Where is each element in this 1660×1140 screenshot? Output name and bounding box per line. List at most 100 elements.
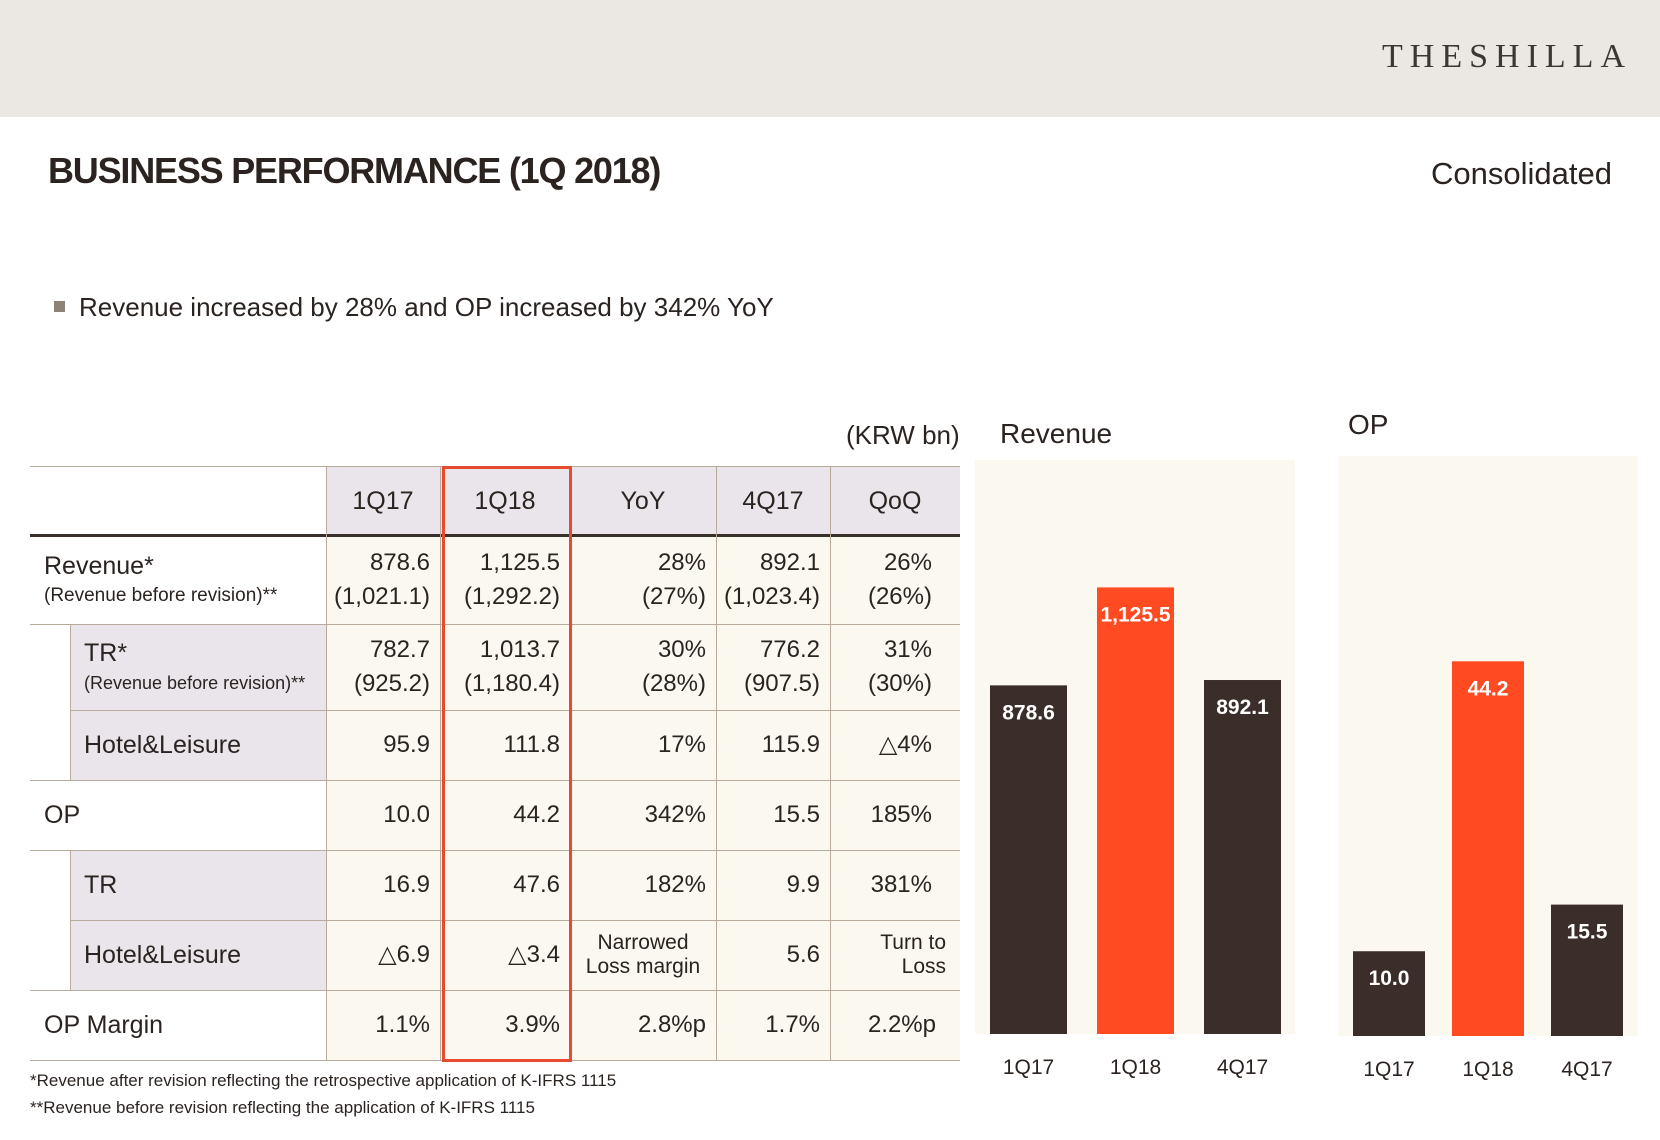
bullet-square-icon <box>54 300 65 312</box>
x-tick-label: 4Q17 <box>1561 1058 1612 1081</box>
revenue-chart-title: Revenue <box>1000 418 1113 449</box>
x-tick-label: 1Q18 <box>1110 1056 1161 1079</box>
cell-hl-qoq: △4% <box>830 710 960 780</box>
page-title: BUSINESS PERFORMANCE (1Q 2018) <box>48 150 661 191</box>
cell-value: 31% <box>883 636 932 663</box>
cell-margin-1q18: 3.9% <box>440 990 570 1060</box>
row-sublabel-text: (Revenue before revision)** <box>44 585 278 606</box>
header-blank-cell <box>30 466 326 536</box>
cell-value: 782.7 <box>369 636 430 663</box>
cell-value: 776.2 <box>759 636 820 663</box>
cell-value: 26% <box>883 549 932 576</box>
row-label-op-margin: OP Margin <box>30 990 326 1060</box>
cell-value-line1: Turn to <box>880 931 946 954</box>
cell-tr-op-qoq: 381% <box>830 850 960 920</box>
row-label-hotel-leisure-op: Hotel&Leisure <box>70 920 326 990</box>
cell-value: 28% <box>657 549 706 576</box>
brand-logo: THESHILLA <box>1382 38 1632 75</box>
cell-subvalue: (28%) <box>641 670 706 697</box>
cell-subvalue: (907.5) <box>743 670 820 697</box>
cell-revenue-4q17: 892.1 (1,023.4) <box>716 536 830 624</box>
row-label-text: Hotel&Leisure <box>84 941 242 969</box>
row-rule <box>70 920 960 921</box>
bar-1q17 <box>1353 951 1425 1036</box>
cell-value-line2: Loss <box>901 955 946 978</box>
x-tick-label: 1Q17 <box>1363 1058 1414 1081</box>
cell-op-yoy: 342% <box>570 780 716 850</box>
cell-revenue-1q17: 878.6 (1,021.1) <box>326 536 440 624</box>
row-label-revenue: Revenue* (Revenue before revision)** <box>30 536 326 624</box>
cell-value-line1: Narrowed <box>597 931 689 954</box>
row-rule <box>30 850 960 851</box>
bar-value-label: 15.5 <box>1567 921 1608 944</box>
revenue-chart: 878.6 1Q17 1,125.5 1Q18 892.1 4Q17 <box>990 587 1281 1079</box>
row-label-op: OP <box>30 780 326 850</box>
row-label-text: TR* <box>84 639 128 667</box>
cell-tr-qoq: 31% (30%) <box>830 624 960 710</box>
bar-1q18 <box>1097 587 1174 1034</box>
bar-value-label: 892.1 <box>1216 696 1269 719</box>
unit-label: (KRW bn) <box>846 420 960 450</box>
row-label-text: Revenue* <box>44 552 154 580</box>
headline: Revenue increased by 28% and OP increase… <box>54 292 774 323</box>
scope-label: Consolidated <box>1431 156 1612 191</box>
cell-op-1q18: 44.2 <box>440 780 570 850</box>
cell-tr-op-4q17: 9.9 <box>716 850 830 920</box>
row-label-text: Hotel&Leisure <box>84 731 242 759</box>
row-rule <box>30 624 960 625</box>
cell-margin-1q17: 1.1% <box>326 990 440 1060</box>
cell-revenue-1q18: 1,125.5 (1,292.2) <box>440 536 570 624</box>
cell-tr-op-1q17: 16.9 <box>326 850 440 920</box>
col-rule <box>326 466 327 1060</box>
bar-value-label: 44.2 <box>1468 677 1509 700</box>
highlight-1q18-frame <box>442 466 572 1062</box>
col-rule <box>716 466 717 1060</box>
indent-rule <box>70 850 71 990</box>
x-tick-label: 4Q17 <box>1217 1056 1268 1079</box>
cell-hl-op-qoq: Turn to Loss <box>830 920 960 990</box>
op-chart: 10.0 1Q17 44.2 1Q18 15.5 4Q17 <box>1353 661 1623 1081</box>
header-rule <box>30 534 960 537</box>
cell-hl-op-1q18: △3.4 <box>440 920 570 990</box>
cell-value: 30% <box>657 636 706 663</box>
bar-value-label: 1,125.5 <box>1100 603 1170 626</box>
performance-table: 1Q17 1Q18 YoY 4Q17 QoQ Revenue* (Revenue… <box>30 466 960 1062</box>
cell-value: 1,125.5 <box>479 549 560 576</box>
cell-value: 892.1 <box>759 549 820 576</box>
bar-1q18 <box>1452 661 1524 1036</box>
cell-subvalue: (30%) <box>867 670 932 697</box>
row-rule <box>30 780 960 781</box>
cell-subvalue: (27%) <box>641 583 706 610</box>
cell-value: 878.6 <box>369 549 430 576</box>
top-banner: THESHILLA <box>0 0 1660 117</box>
row-rule <box>70 710 960 711</box>
bar-value-label: 878.6 <box>1002 701 1055 724</box>
col-header-1q18: 1Q18 <box>440 466 570 536</box>
cell-hl-op-4q17: 5.6 <box>716 920 830 990</box>
col-rule <box>440 466 441 1060</box>
row-label-text: OP Margin <box>44 1011 164 1039</box>
cell-revenue-qoq: 26% (26%) <box>830 536 960 624</box>
cell-op-qoq: 185% <box>830 780 960 850</box>
cell-hl-1q17: 95.9 <box>326 710 440 780</box>
cell-hl-op-1q17: △6.9 <box>326 920 440 990</box>
row-sublabel-text: (Revenue before revision)** <box>84 673 306 693</box>
bar-4q17 <box>1204 680 1281 1034</box>
cell-margin-4q17: 1.7% <box>716 990 830 1060</box>
cell-margin-yoy: 2.8%p <box>570 990 716 1060</box>
cell-op-1q17: 10.0 <box>326 780 440 850</box>
col-header-yoy: YoY <box>570 466 716 536</box>
cell-tr-op-yoy: 182% <box>570 850 716 920</box>
x-tick-label: 1Q17 <box>1003 1056 1054 1079</box>
cell-subvalue: (925.2) <box>353 670 430 697</box>
bar-1q17 <box>990 685 1067 1034</box>
row-label-text: OP <box>44 801 81 829</box>
cell-value: 1,013.7 <box>479 636 560 663</box>
row-label-hotel-leisure-revenue: Hotel&Leisure <box>70 710 326 780</box>
row-label-text: TR <box>84 871 118 899</box>
headline-text: Revenue increased by 28% and OP increase… <box>79 292 774 322</box>
cell-subvalue: (1,180.4) <box>463 670 560 697</box>
cell-subvalue: (1,023.4) <box>723 583 820 610</box>
cell-op-4q17: 15.5 <box>716 780 830 850</box>
col-header-4q17: 4Q17 <box>716 466 830 536</box>
